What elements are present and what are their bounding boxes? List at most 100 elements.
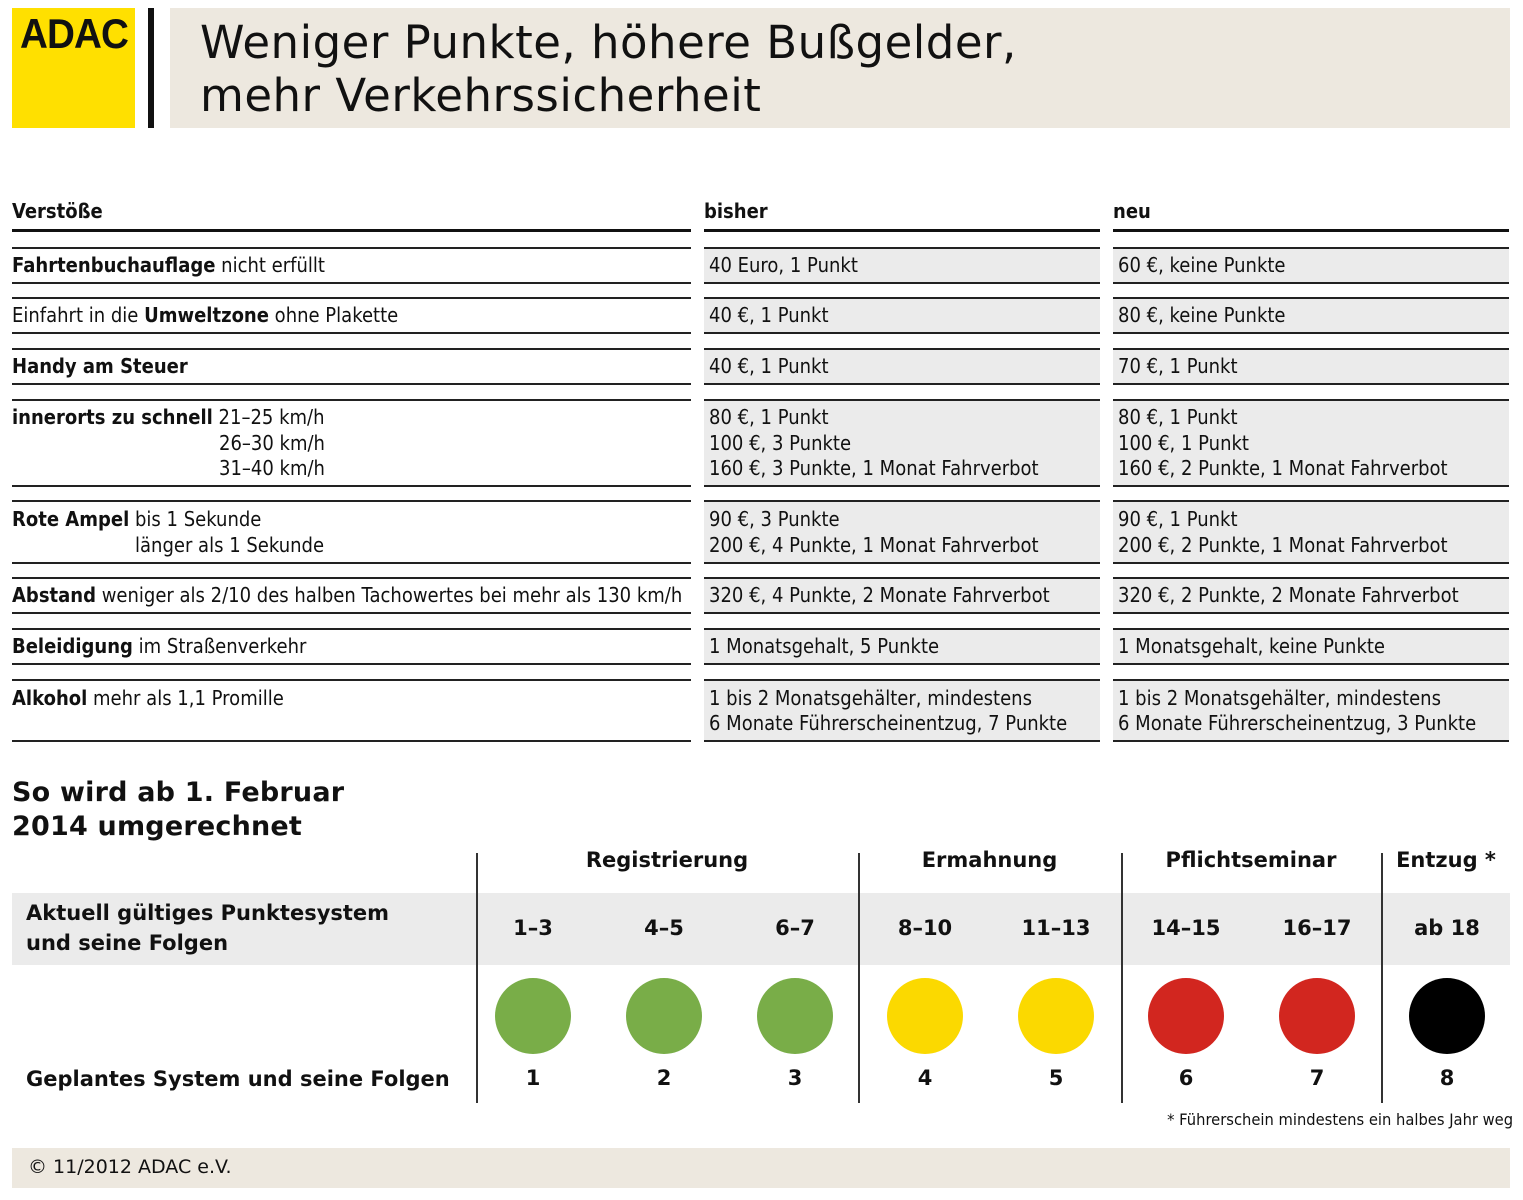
offense-detail: weniger als 2/10 des halben Tachowertes …	[95, 583, 683, 608]
group-divider	[1121, 853, 1123, 1103]
offense-text: 26–30 km/h	[219, 431, 325, 457]
offense-keyword: Fahrtenbuchauflage	[12, 253, 216, 278]
row-rule-bottom	[12, 663, 691, 665]
row-rule-bottom	[704, 332, 1100, 334]
footer: © 11/2012 ADAC e.V.	[12, 1148, 1510, 1188]
current-range: 14–15	[1151, 916, 1221, 940]
row-rule-bottom	[704, 485, 1100, 487]
bisher-text: 40 €, 1 Punkt	[709, 354, 829, 379]
traffic-light-dot	[626, 978, 702, 1054]
neu-text: 200 €, 2 Punkte, 1 Monat Fahrverbot	[1118, 532, 1448, 557]
offense-detail: 26–30 km/h	[218, 430, 325, 455]
offense-detail: 21–25 km/h	[212, 405, 325, 430]
planned-points: 6	[1178, 1066, 1194, 1090]
group-divider	[476, 853, 478, 1103]
row-rule-top	[1113, 348, 1509, 350]
bisher-text: 40 €, 1 Punkt	[709, 303, 829, 328]
neu-text: 160 €, 2 Punkte, 1 Monat Fahrverbot	[1118, 456, 1448, 481]
neu-text: 90 €, 1 Punkt	[1118, 507, 1238, 531]
group-entzug: Entzug *	[1396, 848, 1496, 872]
row-rule-top	[1113, 628, 1509, 630]
neu-text: 70 €, 1 Punkt	[1118, 354, 1238, 379]
bisher-text: 1 bis 2 Monatsgehälter, mindestens	[709, 685, 1032, 710]
bisher-text: 1 Monatsgehalt, 5 Punkte	[709, 634, 940, 659]
row-rule-top	[1113, 297, 1509, 299]
row-rule-bottom	[12, 383, 691, 385]
neu-text: 100 €, 1 Punkt	[1118, 430, 1249, 455]
current-system-label-line-1: Aktuell gültiges Punktesystem	[26, 901, 390, 925]
cell-background	[704, 248, 1100, 282]
neu-text: 60 €, keine Punkte	[1118, 253, 1286, 278]
offense-keyword: Beleidigung	[12, 634, 133, 659]
current-range: 6–7	[775, 916, 815, 940]
row-rule-top	[704, 348, 1100, 350]
bisher-text: 100 €, 3 Punkte	[709, 430, 852, 455]
row-rule-bottom	[704, 562, 1100, 564]
conversion-title: So wird ab 1. Februar 2014 umgerechnet	[12, 776, 344, 844]
cell-background	[1113, 501, 1509, 562]
copyright: © 11/2012 ADAC e.V.	[28, 1156, 232, 1178]
title-background	[170, 8, 1510, 128]
planned-system-label: Geplantes System und seine Folgen	[26, 1067, 450, 1091]
row-rule-top	[1113, 247, 1509, 249]
offense-text: 31–40 km/h	[219, 456, 325, 482]
title-line-1: Weniger Punkte, höhere Bußgelder,	[200, 16, 1017, 69]
header-rule	[1113, 229, 1509, 232]
current-range: 8–10	[897, 916, 953, 940]
cell-background	[1113, 578, 1509, 612]
row-rule-bottom	[704, 663, 1100, 665]
row-rule-top	[704, 247, 1100, 249]
column-header-neu: neu	[1113, 199, 1151, 223]
cell-background	[704, 578, 1100, 612]
offense-text: innerorts zu schnell 21–25 km/h	[12, 405, 325, 431]
offense-text: Beleidigung im Straßenverkehr	[12, 634, 306, 660]
cell-background	[704, 501, 1100, 562]
current-range: ab 18	[1414, 916, 1480, 940]
current-range: 11–13	[1021, 916, 1091, 940]
current-range: 1–3	[513, 916, 553, 940]
cell-background	[1113, 298, 1509, 332]
planned-points: 3	[787, 1066, 803, 1090]
footnote: * Führerschein mindestens ein halbes Jah…	[1167, 1110, 1513, 1129]
offense-text: Fahrtenbuchauflage nicht erfüllt	[12, 253, 325, 279]
adac-logo: ADAC	[12, 8, 135, 128]
group-divider	[1381, 853, 1383, 1103]
logo-text: ADAC	[20, 10, 129, 57]
bisher-text: 80 €, 1 Punkt	[709, 405, 829, 430]
group-pflichtseminar: Pflichtseminar	[1165, 848, 1337, 872]
row-rule-top	[12, 399, 691, 401]
cell-background	[1113, 248, 1509, 282]
row-rule-bottom	[12, 282, 691, 284]
row-rule-top	[704, 500, 1100, 502]
row-rule-top	[704, 399, 1100, 401]
header-rule	[12, 229, 691, 232]
bisher-text: 40 Euro, 1 Punkt	[709, 253, 858, 278]
neu-text: 6 Monate Führerscheinentzug, 3 Punkte	[1118, 711, 1477, 735]
row-rule-top	[12, 628, 691, 630]
row-rule-bottom	[1113, 485, 1509, 487]
row-rule-bottom	[1113, 740, 1509, 742]
cell-background	[1113, 349, 1509, 383]
row-rule-bottom	[12, 612, 691, 614]
neu-text: 320 €, 2 Punkte, 2 Monate Fahrverbot	[1118, 583, 1459, 608]
traffic-light-dot	[1148, 978, 1224, 1054]
neu-text: 80 €, 1 Punkt	[1118, 405, 1238, 430]
current-range: 4–5	[644, 916, 684, 940]
bisher-text: 320 €, 4 Punkte, 2 Monate Fahrverbot	[709, 583, 1050, 608]
planned-points: 1	[525, 1066, 541, 1090]
planned-points: 2	[656, 1066, 672, 1090]
column-header-verstoesse: Verstöße	[12, 199, 103, 223]
cell-background	[704, 349, 1100, 383]
current-system-band	[12, 893, 1510, 965]
row-rule-top	[1113, 577, 1509, 579]
offense-keyword: Rote Ampel	[12, 507, 130, 531]
row-rule-top	[704, 628, 1100, 630]
row-rule-top	[1113, 679, 1509, 681]
offense-detail: länger als 1 Sekunde	[135, 532, 325, 557]
header-divider	[148, 8, 154, 128]
planned-points: 5	[1048, 1066, 1064, 1090]
traffic-light-dot	[1018, 978, 1094, 1054]
cell-background	[1113, 680, 1509, 740]
planned-points: 4	[917, 1066, 933, 1090]
offense-detail: mehr als 1,1 Promille	[87, 685, 284, 710]
